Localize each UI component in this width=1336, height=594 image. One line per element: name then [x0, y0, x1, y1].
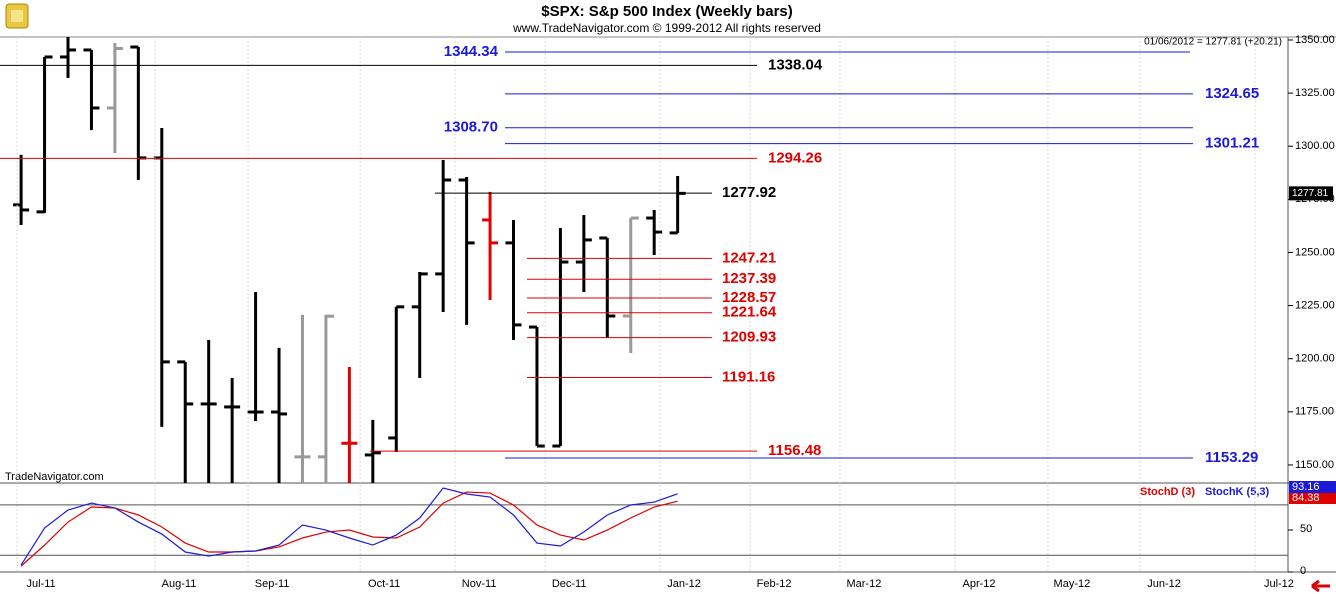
watermark: TradeNavigator.com [5, 471, 104, 483]
x-tick-label: Nov-11 [462, 578, 497, 590]
y-tick-label: 50 [1300, 523, 1312, 535]
x-tick-label: Jul-11 [27, 578, 56, 590]
value-label: 93.16 [1292, 481, 1320, 493]
scroll-arrow[interactable] [1311, 579, 1330, 593]
x-tick-label: Oct-11 [368, 578, 400, 590]
y-tick-label: 1200.00 [1295, 353, 1335, 365]
y-tick-label: 1325.00 [1295, 87, 1335, 99]
chart-subtitle: www.TradeNavigator.com © 1999-2012 All r… [512, 21, 821, 35]
level-label: 1237.39 [722, 270, 776, 287]
y-tick-label: 1350.00 [1295, 34, 1335, 46]
y-tick-label: 0 [1300, 565, 1306, 577]
level-label: 1344.34 [444, 43, 499, 60]
level-label: 1228.57 [722, 289, 776, 306]
x-tick-label: May-12 [1054, 578, 1091, 590]
x-tick-label: Jan-12 [667, 578, 701, 590]
level-label: 1153.29 [1205, 449, 1258, 466]
level-label: 1308.70 [444, 119, 498, 136]
y-tick-label: 1300.00 [1295, 140, 1335, 152]
stoch-line [20, 491, 678, 567]
level-label: 1221.64 [722, 304, 777, 321]
level-label: 1338.04 [768, 56, 823, 73]
x-tick-label: Sep-11 [255, 578, 290, 590]
y-tick-label: 1250.00 [1295, 246, 1335, 258]
value-box [1289, 492, 1336, 504]
x-tick-label: Apr-12 [963, 578, 996, 590]
y-tick-label: 1225.00 [1295, 299, 1335, 311]
price-annotation: 01/06/2012 = 1277.81 (+20.21) [1144, 37, 1282, 48]
x-tick-label: Aug-11 [162, 578, 197, 590]
level-label: 1277.92 [722, 184, 776, 201]
x-tick-label: Dec-11 [552, 578, 587, 590]
price-box [1289, 186, 1333, 201]
chart-title: $SPX: S&p 500 Index (Weekly bars) [541, 3, 793, 20]
level-label: 1324.65 [1205, 85, 1259, 102]
x-tick-label: Mar-12 [846, 578, 881, 590]
value-label: 84.38 [1292, 492, 1320, 504]
y-tick-label: 1150.00 [1295, 459, 1334, 471]
level-label: 1209.93 [722, 329, 776, 346]
level-label: 1156.48 [768, 442, 821, 459]
legend-entry: StochD (3) [1140, 486, 1195, 498]
y-tick-label: 1175.00 [1295, 406, 1334, 418]
x-tick-label: Jun-12 [1147, 578, 1181, 590]
level-label: 1247.21 [722, 249, 776, 266]
value-box [1289, 481, 1336, 493]
stoch-line [20, 487, 678, 566]
level-label: 1191.16 [722, 368, 775, 385]
logo-icon [5, 3, 29, 29]
price-label: 1277.81 [1292, 188, 1329, 199]
level-label: 1301.21 [1205, 135, 1259, 152]
x-tick-label: Feb-12 [757, 578, 792, 590]
level-label: 1294.26 [768, 149, 822, 166]
x-tick-label: Jul-12 [1264, 578, 1294, 590]
legend-entry: StochK (5,3) [1205, 486, 1270, 498]
price-panel [13, 37, 686, 483]
